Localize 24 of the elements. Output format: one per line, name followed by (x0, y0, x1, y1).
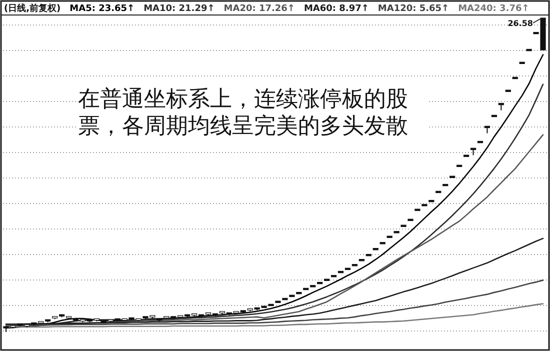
text: MA20: 17.26↑ (224, 4, 295, 14)
candlestick (442, 184, 448, 186)
text: MA120: 5.65↑ (378, 4, 450, 14)
text: MA5: 23.65↑ (70, 4, 135, 14)
candlestick (303, 288, 309, 290)
annotation: 26.58 (508, 19, 534, 28)
candlestick (296, 292, 302, 294)
candlestick (338, 270, 344, 274)
candlestick (428, 200, 434, 202)
candlestick (366, 254, 372, 256)
candlestick (317, 282, 323, 284)
text: MA240: 3.76↑ (458, 4, 530, 14)
candlestick (436, 190, 442, 194)
candlestick (526, 48, 532, 52)
candlestick (358, 258, 364, 262)
text: MA10: 21.29↑ (144, 4, 215, 14)
candlestick (491, 114, 497, 118)
candlestick (268, 304, 274, 306)
annotation: 在普通坐标系上，连续涨停板的股票，各周期均线呈完美的多头发散 (78, 86, 428, 140)
chart-title: (日线,前复权) (4, 3, 61, 14)
text: MA60: 8.97↑ (304, 4, 369, 14)
candlestick (282, 298, 288, 300)
candlestick (512, 76, 518, 80)
candlestick (477, 140, 484, 144)
